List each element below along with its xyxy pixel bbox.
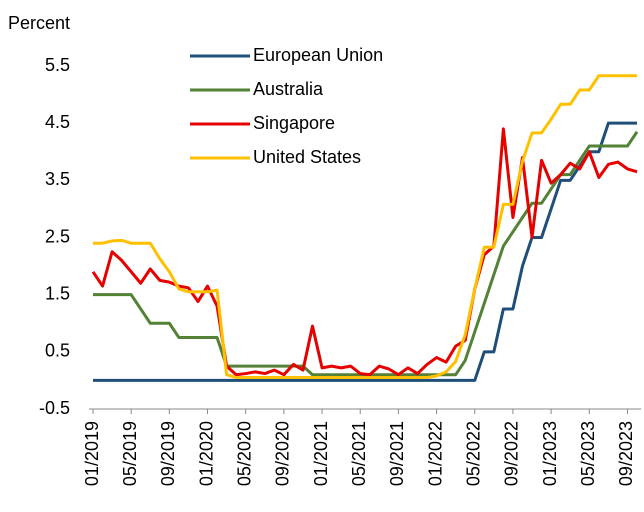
y-tick-label: 4.5: [45, 112, 70, 132]
x-tick-label: 01/2022: [425, 421, 445, 486]
x-tick-label: 09/2023: [616, 421, 636, 486]
y-tick-label: -0.5: [39, 398, 70, 418]
x-tick-label: 05/2019: [120, 421, 140, 486]
x-tick-label: 05/2021: [349, 421, 369, 486]
legend-label: Australia: [253, 79, 324, 99]
legend-label: Singapore: [253, 113, 335, 133]
series-line: [91, 127, 638, 377]
y-tick-label: 3.5: [45, 169, 70, 189]
x-tick-label: 01/2020: [196, 421, 216, 486]
x-tick-label: 01/2019: [82, 421, 102, 486]
x-tick-label: 09/2021: [387, 421, 407, 486]
y-tick-label: 2.5: [45, 226, 70, 246]
x-tick-label: 01/2021: [311, 421, 331, 486]
x-tick-label: 01/2023: [540, 421, 560, 486]
legend-label: European Union: [253, 45, 383, 65]
x-tick-label: 05/2020: [234, 421, 254, 486]
x-tick-label: 09/2022: [502, 421, 522, 486]
x-tick-label: 09/2019: [158, 421, 178, 486]
x-tick-label: 05/2022: [464, 421, 484, 486]
series-line: [93, 74, 637, 380]
legend-label: United States: [253, 147, 361, 167]
y-tick-label: 5.5: [45, 55, 70, 75]
series-line: [93, 130, 639, 377]
y-tick-label: 0.5: [45, 341, 70, 361]
y-tick-label: 1.5: [45, 283, 70, 303]
x-tick-label: 05/2023: [578, 421, 598, 486]
x-tick-label: 09/2020: [273, 421, 293, 486]
y-axis-label: Percent: [8, 13, 70, 33]
series-line: [93, 121, 637, 382]
